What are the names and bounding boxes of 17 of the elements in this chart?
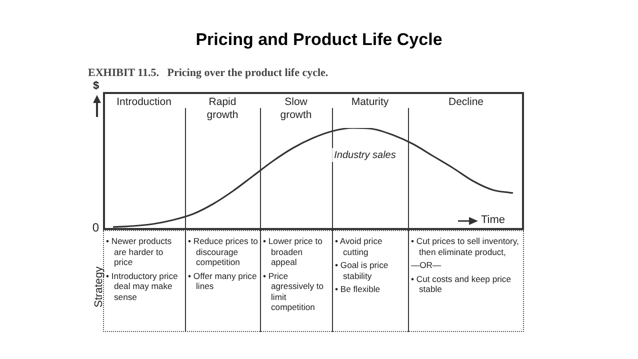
- text: • Cut prices to sell inventory, then eliminate product, —OR— • Cut costs and keep price stable: [411, 236, 520, 294]
- y-axis-title: $: [93, 80, 100, 92]
- x-axis-title: Time: [481, 214, 506, 226]
- text: • Reduce prices to discourage competition • Offer many price lines: [188, 236, 258, 292]
- series-label: Industry sales: [334, 150, 396, 161]
- text: • Avoid price cutting • Goal is price stability • Be flexible: [335, 236, 390, 294]
- text: Introduction: [116, 96, 172, 109]
- chart-subtitle: EXHIBIT 11.5. Pricing over the product life cycle.: [88, 67, 328, 79]
- text: Maturity: [350, 96, 390, 109]
- text: Strategy: [93, 266, 105, 310]
- text: Rapid growth: [206, 96, 240, 122]
- text: • Lower price to broaden appeal • Price agressively to limit competition: [263, 236, 325, 312]
- chart-title: Pricing and Product Life Cycle: [194, 30, 444, 50]
- text: • Newer products are harder to price • Introductory price deal may make sense: [106, 236, 179, 302]
- text: Decline: [447, 96, 485, 109]
- text: Slow growth: [279, 96, 313, 122]
- text: 0: [92, 220, 100, 234]
